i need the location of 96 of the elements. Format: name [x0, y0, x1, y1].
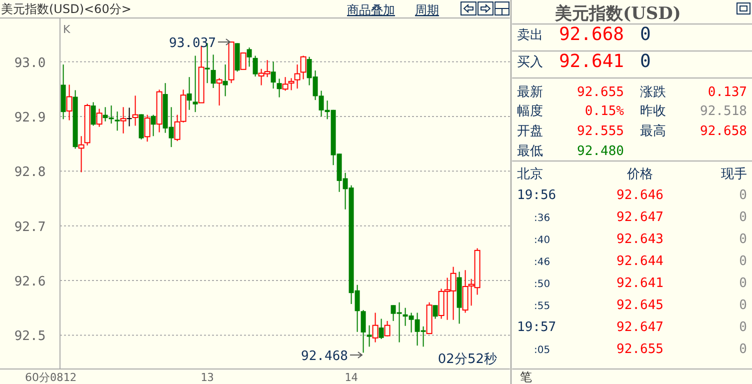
candlestick: [384, 320, 390, 337]
x-axis-title: 60分: [25, 371, 50, 384]
candlestick: [276, 78, 282, 98]
candlestick: [210, 54, 216, 88]
candlestick: [372, 312, 378, 343]
text: 92.655: [616, 342, 664, 357]
y-tick-label: 92.9: [14, 110, 46, 126]
candlestick: [432, 304, 438, 320]
text: 92.641: [616, 276, 664, 291]
candlestick: [252, 55, 258, 78]
text: 现手: [721, 167, 747, 182]
text: 商品叠加: [347, 3, 395, 17]
text: 开盘: [517, 124, 543, 139]
text: 0: [640, 51, 651, 72]
y-tick-label: 93.0: [14, 56, 46, 71]
candlestick: [66, 84, 72, 121]
text: 最高: [640, 123, 666, 139]
candlestick: [78, 136, 84, 173]
text: 0: [739, 276, 747, 291]
text: 卖出: [517, 28, 543, 43]
text: 92.645: [616, 298, 664, 313]
text: 昨收: [640, 104, 666, 119]
text: 0.137: [708, 85, 747, 100]
candlestick: [282, 76, 288, 92]
candlestick: [222, 64, 228, 97]
candlestick: [132, 95, 138, 126]
text: 92.555: [577, 124, 624, 139]
text: 92.668: [558, 24, 624, 45]
candlestick: [186, 76, 192, 110]
candlestick: [366, 324, 372, 348]
x-tick-label: 13: [200, 371, 214, 384]
text: 周期: [415, 3, 439, 17]
text: 0: [739, 188, 747, 203]
x-tick-label: 0812: [50, 371, 77, 384]
candlestick: [270, 61, 276, 90]
text: 92.647: [616, 210, 664, 225]
text: :46: [534, 257, 550, 268]
text: 幅度: [517, 103, 543, 119]
y-tick-label: 92.6: [14, 274, 46, 290]
candlestick: [246, 47, 252, 68]
candlestick: [294, 64, 300, 90]
text: 19:56: [517, 188, 556, 203]
text: 92.647: [616, 320, 664, 335]
candlestick: [288, 78, 294, 91]
text: 92.644: [616, 254, 664, 269]
annotation: 02分52秒: [438, 352, 497, 367]
text: 价格: [626, 167, 653, 182]
candlestick: [378, 318, 384, 340]
text: :55: [534, 301, 550, 312]
text: 0: [739, 298, 747, 313]
text: 92.658: [700, 124, 747, 139]
candlestick: [114, 111, 120, 132]
candlestick: [96, 108, 102, 128]
text: 92.518: [700, 104, 747, 119]
candlestick: [240, 52, 246, 70]
text: 最低: [517, 144, 543, 159]
candlestick: [300, 55, 306, 80]
y-tick-label: 92.5: [14, 329, 46, 344]
candlestick: [216, 78, 222, 106]
text: 0: [739, 210, 747, 225]
y-tick-label: 92.8: [14, 165, 46, 180]
text: 0: [739, 342, 747, 357]
annotation: 93.037: [169, 36, 216, 51]
annotation: K: [63, 23, 71, 36]
candlestick: [90, 102, 96, 126]
text: 0: [739, 254, 747, 269]
candlestick: [120, 106, 126, 134]
text: 笔: [520, 370, 532, 384]
text: 92.655: [577, 85, 624, 100]
text: 0: [739, 320, 747, 335]
y-tick-label: 92.7: [14, 220, 46, 235]
text: 0: [739, 232, 747, 247]
text: 92.646: [616, 188, 664, 203]
text: :05: [534, 345, 550, 356]
candlestick: [144, 114, 150, 142]
x-tick-label: 14: [344, 371, 358, 384]
text: :40: [534, 235, 550, 246]
text: 0: [640, 24, 651, 45]
candlestick: [126, 107, 132, 127]
text: :50: [534, 279, 550, 290]
annotation: 92.468: [301, 349, 348, 364]
text: 92.643: [616, 232, 664, 247]
candlestick: [150, 114, 156, 137]
text: 买入: [517, 55, 543, 70]
chart-title: 美元指数(USD)<60分>: [1, 2, 132, 16]
text: 最新: [517, 85, 543, 100]
text: 涨跌: [640, 85, 666, 100]
text: 19:57: [517, 320, 556, 335]
text: 92.641: [558, 51, 624, 72]
text: 0.15%: [584, 104, 624, 119]
candlestick: [192, 55, 198, 113]
text: 92.480: [577, 144, 624, 159]
text: 北京: [517, 167, 543, 182]
text: 美元指数(USD): [554, 4, 681, 24]
candlestick: [360, 310, 366, 354]
text: :36: [534, 213, 550, 224]
